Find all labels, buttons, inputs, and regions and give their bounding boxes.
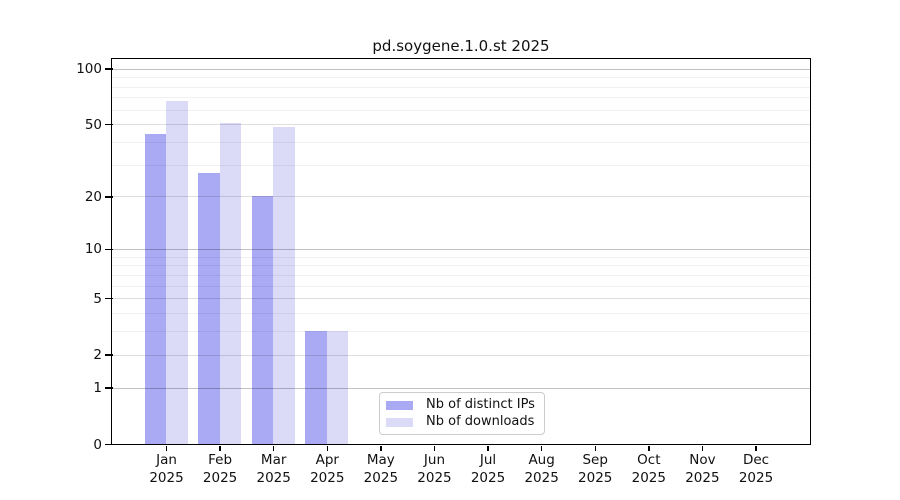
x-tick-label-month: May xyxy=(366,452,395,468)
legend-label-downloads: Nb of downloads xyxy=(426,414,535,429)
minor-gridline xyxy=(112,109,810,111)
x-tick-mark xyxy=(272,446,275,451)
x-tick-label: Mar 2025 xyxy=(242,452,306,487)
y-tick-mark xyxy=(105,68,113,70)
x-tick-label-year: 2025 xyxy=(202,469,238,486)
x-tick-label: Jun 2025 xyxy=(402,452,466,487)
x-tick-mark xyxy=(755,446,757,451)
bar-distinct-ips xyxy=(305,331,327,444)
y-tick-mark xyxy=(105,298,113,300)
x-tick-mark xyxy=(433,446,436,451)
plot-area xyxy=(111,58,811,445)
bar-distinct-ips xyxy=(251,196,274,444)
x-tick-label-year: 2025 xyxy=(149,469,184,486)
x-tick-label-year: 2025 xyxy=(524,469,559,486)
x-tick-label-year: 2025 xyxy=(256,469,291,486)
legend-swatch-downloads xyxy=(386,417,413,427)
x-tick-mark xyxy=(219,446,221,451)
x-tick-mark xyxy=(594,446,596,451)
x-tick-label: Sep 2025 xyxy=(563,452,627,487)
minor-gridline xyxy=(112,86,810,88)
y-tick-mark xyxy=(105,387,113,389)
y-tick-mark xyxy=(105,248,113,251)
x-tick-label-year: 2025 xyxy=(631,469,666,486)
x-tick-label: May 2025 xyxy=(349,452,413,487)
x-tick-label-month: Mar xyxy=(260,452,287,468)
x-tick-label-year: 2025 xyxy=(470,469,506,486)
minor-gridline xyxy=(112,164,810,166)
y-tick-label: 0 xyxy=(93,436,102,453)
x-tick-label: Nov 2025 xyxy=(670,452,734,487)
x-tick-label-month: Dec xyxy=(742,452,770,468)
minor-gridline xyxy=(112,77,810,79)
x-tick-label-year: 2025 xyxy=(685,469,720,486)
y-tick-label: 20 xyxy=(84,188,102,205)
x-tick-label: Apr 2025 xyxy=(295,452,359,487)
x-tick-mark xyxy=(326,446,328,451)
x-tick-label-month: Jun xyxy=(423,452,445,468)
legend-swatch-distinct-ips xyxy=(386,400,413,410)
y-tick-label: 1 xyxy=(93,380,102,397)
x-tick-label-month: Jul xyxy=(479,452,497,468)
x-tick-label-month: Feb xyxy=(208,452,233,468)
bar-downloads xyxy=(326,331,349,444)
x-tick-label-month: Aug xyxy=(528,452,555,468)
x-tick-mark xyxy=(165,446,168,451)
x-tick-label-year: 2025 xyxy=(363,469,399,486)
x-tick-label: Jan 2025 xyxy=(135,452,199,487)
x-tick-label-month: Jan xyxy=(156,452,177,468)
x-tick-label-month: Sep xyxy=(582,452,608,468)
y-tick-label: 100 xyxy=(76,61,102,78)
x-tick-mark xyxy=(540,446,543,451)
bar-distinct-ips xyxy=(198,172,220,444)
x-tick-label-year: 2025 xyxy=(417,469,452,486)
y-tick-mark xyxy=(105,196,113,198)
legend-label-distinct-ips: Nb of distinct IPs xyxy=(426,397,535,412)
minor-gridline xyxy=(112,97,810,99)
x-tick-label: Jul 2025 xyxy=(456,452,520,487)
x-tick-mark xyxy=(701,446,704,451)
y-tick-mark xyxy=(105,124,113,126)
x-tick-label-month: Nov xyxy=(689,452,716,468)
y-tick-label: 5 xyxy=(93,290,102,307)
x-tick-label-month: Oct xyxy=(637,452,661,468)
y-tick-label: 10 xyxy=(84,241,102,258)
y-tick-label: 2 xyxy=(93,347,102,364)
y-tick-mark xyxy=(105,443,113,446)
x-tick-label: Aug 2025 xyxy=(510,452,574,487)
x-tick-label-year: 2025 xyxy=(738,469,774,486)
bar-downloads xyxy=(273,127,295,444)
bar-downloads xyxy=(219,122,242,444)
chart-title: pd.soygene.1.0.st 2025 xyxy=(372,37,550,55)
minor-gridline xyxy=(112,141,810,143)
bar-downloads xyxy=(166,100,188,444)
x-tick-mark xyxy=(380,446,382,451)
major-gridline xyxy=(112,68,810,70)
bar-distinct-ips xyxy=(144,134,166,444)
x-tick-label: Dec 2025 xyxy=(724,452,788,487)
major-gridline xyxy=(112,124,810,126)
x-tick-mark xyxy=(487,446,489,451)
y-tick-label: 50 xyxy=(84,116,102,133)
legend-item-downloads: Nb of downloads xyxy=(386,415,535,429)
x-tick-label: Oct 2025 xyxy=(617,452,681,487)
x-tick-mark xyxy=(648,446,650,451)
chart-legend: Nb of distinct IPs Nb of downloads xyxy=(379,392,545,435)
x-tick-label-year: 2025 xyxy=(578,469,613,486)
legend-item-distinct-ips: Nb of distinct IPs xyxy=(386,398,535,412)
x-tick-label-year: 2025 xyxy=(310,469,345,486)
x-tick-label-month: Apr xyxy=(315,452,339,468)
x-tick-label: Feb 2025 xyxy=(188,452,252,487)
y-tick-mark xyxy=(105,354,113,356)
